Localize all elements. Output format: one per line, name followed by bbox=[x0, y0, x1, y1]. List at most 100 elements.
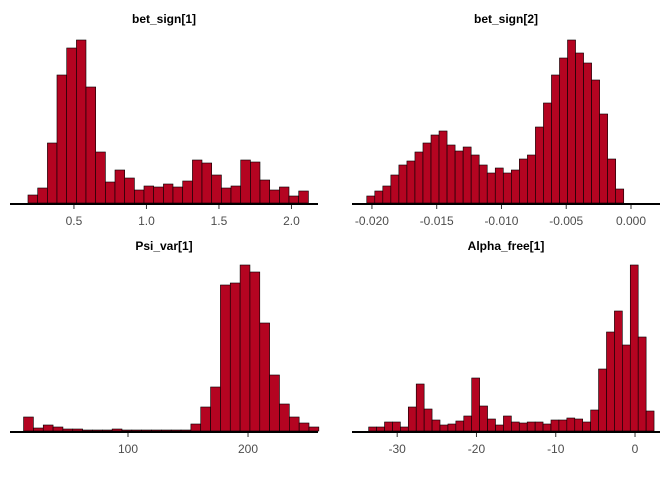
bar bbox=[407, 406, 417, 432]
bar bbox=[591, 79, 600, 204]
bar bbox=[124, 177, 135, 204]
bar bbox=[614, 310, 623, 432]
bar bbox=[487, 418, 496, 432]
bar bbox=[52, 426, 64, 432]
bar bbox=[503, 415, 512, 432]
bar bbox=[606, 331, 615, 432]
bar bbox=[622, 344, 631, 432]
bar bbox=[182, 180, 193, 204]
bar bbox=[551, 74, 560, 204]
bar bbox=[33, 427, 44, 432]
bar bbox=[56, 74, 67, 204]
bar bbox=[598, 368, 607, 432]
bar bbox=[462, 146, 472, 204]
bar bbox=[518, 422, 528, 432]
x-tick-label: 200 bbox=[238, 442, 258, 456]
bar bbox=[502, 172, 512, 204]
bar bbox=[382, 185, 392, 204]
bar bbox=[582, 421, 591, 432]
bar bbox=[105, 181, 116, 204]
bar bbox=[66, 47, 77, 204]
x-tick-label: 100 bbox=[118, 442, 138, 456]
bar bbox=[289, 416, 300, 432]
bar bbox=[511, 169, 520, 204]
bar bbox=[376, 426, 385, 432]
bar bbox=[170, 429, 182, 432]
bar bbox=[27, 194, 38, 204]
bar bbox=[463, 415, 473, 432]
bar bbox=[495, 424, 504, 432]
bar bbox=[527, 154, 536, 204]
bar bbox=[279, 186, 290, 204]
bar bbox=[111, 428, 123, 432]
bar bbox=[390, 174, 400, 204]
bar bbox=[575, 52, 584, 204]
bar bbox=[478, 164, 488, 204]
bar bbox=[210, 386, 221, 432]
bar bbox=[37, 187, 48, 204]
bar bbox=[423, 408, 433, 432]
bar bbox=[192, 159, 203, 204]
bar bbox=[590, 409, 599, 432]
bar bbox=[23, 416, 34, 432]
bar bbox=[151, 429, 162, 432]
bar bbox=[486, 172, 496, 204]
bar bbox=[519, 158, 528, 204]
bar bbox=[607, 158, 617, 204]
bar bbox=[95, 151, 106, 204]
bar bbox=[259, 179, 271, 204]
bar bbox=[250, 161, 261, 204]
bar bbox=[72, 428, 83, 432]
bar bbox=[172, 186, 184, 204]
bar bbox=[153, 186, 164, 204]
x-tick-label: -0.020 bbox=[355, 214, 389, 228]
bar bbox=[550, 419, 560, 432]
bar bbox=[269, 374, 280, 432]
bar bbox=[143, 185, 155, 204]
bar bbox=[211, 174, 222, 204]
bar bbox=[479, 405, 488, 432]
bar bbox=[308, 426, 320, 432]
bar bbox=[259, 322, 270, 432]
x-tick-label: -30 bbox=[389, 442, 407, 456]
bar bbox=[439, 424, 449, 432]
bar bbox=[629, 264, 639, 432]
bar bbox=[76, 39, 87, 204]
panel-title: bet_sign[2] bbox=[474, 12, 538, 26]
bar bbox=[47, 142, 58, 204]
bar bbox=[288, 195, 300, 204]
bar bbox=[422, 142, 432, 204]
bar bbox=[645, 410, 655, 432]
bar bbox=[163, 183, 174, 204]
bar bbox=[269, 189, 280, 204]
x-tick-label: 1.0 bbox=[138, 214, 155, 228]
bar bbox=[567, 39, 576, 204]
x-tick-label: -0.010 bbox=[484, 214, 518, 228]
x-tick-label: -20 bbox=[468, 442, 486, 456]
bar bbox=[92, 429, 103, 432]
bar bbox=[583, 62, 592, 204]
bar bbox=[220, 284, 231, 432]
bar bbox=[431, 419, 441, 432]
x-tick-label: 0 bbox=[632, 442, 639, 456]
bar bbox=[229, 282, 241, 432]
bar bbox=[102, 429, 113, 432]
x-tick-label: -0.015 bbox=[420, 214, 454, 228]
bar bbox=[200, 406, 211, 432]
bar bbox=[42, 424, 54, 432]
x-tick-label: 0.000 bbox=[616, 214, 646, 228]
bar bbox=[615, 188, 625, 204]
bar bbox=[180, 429, 192, 432]
bar bbox=[400, 426, 409, 432]
panel-title: bet_sign[1] bbox=[132, 12, 196, 26]
bar bbox=[62, 428, 74, 432]
bar bbox=[384, 421, 393, 432]
bar bbox=[374, 190, 384, 204]
bar bbox=[454, 150, 464, 204]
bar bbox=[298, 190, 309, 204]
bar bbox=[559, 57, 568, 204]
bar bbox=[230, 185, 242, 204]
x-tick-label: 0.5 bbox=[66, 214, 83, 228]
bar bbox=[543, 102, 552, 204]
